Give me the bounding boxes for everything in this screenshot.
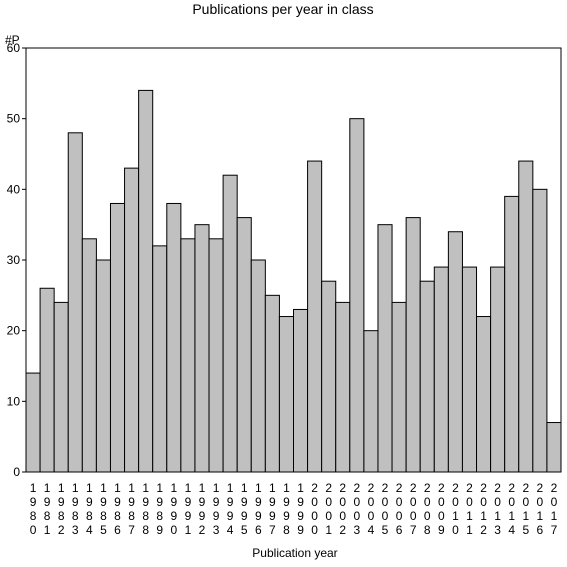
y-tick-label: 40 xyxy=(7,182,21,196)
bar xyxy=(264,294,280,473)
y-tick-label: 50 xyxy=(7,112,21,126)
bar xyxy=(152,245,168,473)
bar xyxy=(433,266,449,473)
y-axis-label: #P xyxy=(5,33,20,47)
y-tick-label: 30 xyxy=(7,253,21,267)
bar xyxy=(335,301,351,473)
bar xyxy=(447,231,463,473)
bar xyxy=(349,118,365,473)
plot-area: 0 10 20 30 40 50 60 1 9 8 0 1 9 8 1 1 9 8 2 1 9 8 3 1 9 8 4 1 9 8 5 1 9 8… xyxy=(7,41,562,537)
bar xyxy=(194,224,210,473)
bar xyxy=(476,316,492,473)
y-tick-label: 60 xyxy=(7,41,21,55)
bar xyxy=(124,167,140,473)
bar xyxy=(419,280,435,473)
y-tick-label: 0 xyxy=(13,465,20,479)
bar xyxy=(490,266,506,473)
chart-title: Publications per year in class xyxy=(192,1,373,17)
bar xyxy=(250,259,266,473)
bar xyxy=(166,202,182,473)
bar xyxy=(25,372,41,473)
bar xyxy=(39,287,55,473)
bar xyxy=(391,301,407,473)
bar xyxy=(504,195,520,473)
bar xyxy=(461,266,478,473)
bar xyxy=(81,238,97,473)
y-tick-label: 20 xyxy=(7,324,21,338)
bar xyxy=(405,217,421,473)
bar xyxy=(307,160,323,473)
bar xyxy=(67,132,83,473)
bar xyxy=(95,259,111,473)
bar xyxy=(363,330,379,473)
bar xyxy=(278,316,294,473)
bar xyxy=(236,217,252,473)
bar xyxy=(222,174,238,473)
bar xyxy=(532,188,548,473)
bar xyxy=(180,238,196,473)
x-axis-label: Publication year xyxy=(252,546,337,560)
bar xyxy=(109,202,126,473)
bar xyxy=(377,224,393,473)
bar xyxy=(53,301,69,473)
bar xyxy=(208,238,224,473)
bar xyxy=(546,422,562,473)
bar xyxy=(293,308,309,473)
y-tick-label: 10 xyxy=(7,394,21,408)
bar xyxy=(138,89,154,473)
bar xyxy=(518,160,534,473)
bar xyxy=(321,280,337,473)
